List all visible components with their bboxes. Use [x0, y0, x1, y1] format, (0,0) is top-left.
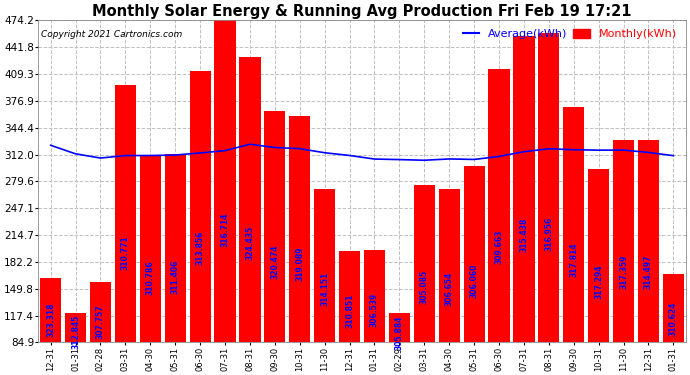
- Text: 319.089: 319.089: [295, 246, 304, 280]
- Text: 314.151: 314.151: [320, 272, 329, 306]
- Text: 305.884: 305.884: [395, 315, 404, 350]
- Text: 311.406: 311.406: [170, 259, 179, 294]
- Bar: [638, 140, 659, 375]
- Bar: [613, 140, 634, 375]
- Text: 324.435: 324.435: [246, 225, 255, 260]
- Bar: [314, 189, 335, 375]
- Text: 310.771: 310.771: [121, 235, 130, 270]
- Bar: [115, 85, 136, 375]
- Text: 306.539: 306.539: [370, 293, 379, 327]
- Bar: [40, 278, 61, 375]
- Text: 310.851: 310.851: [345, 293, 354, 328]
- Bar: [65, 314, 86, 375]
- Text: 316.956: 316.956: [544, 217, 553, 251]
- Bar: [90, 282, 111, 375]
- Bar: [190, 71, 210, 375]
- Bar: [215, 20, 235, 375]
- Text: 307.757: 307.757: [96, 304, 105, 339]
- Bar: [663, 274, 684, 375]
- Bar: [439, 189, 460, 375]
- Text: 315.438: 315.438: [520, 218, 529, 252]
- Bar: [239, 57, 261, 375]
- Text: 323.318: 323.318: [46, 303, 55, 337]
- Text: 312.845: 312.845: [71, 315, 80, 350]
- Bar: [489, 69, 510, 375]
- Text: 306.654: 306.654: [444, 272, 454, 306]
- Bar: [264, 111, 286, 375]
- Bar: [513, 36, 535, 375]
- Bar: [414, 185, 435, 375]
- Text: 317.814: 317.814: [569, 243, 578, 277]
- Text: 314.497: 314.497: [644, 254, 653, 289]
- Text: 317.294: 317.294: [594, 264, 603, 299]
- Bar: [289, 117, 311, 375]
- Text: 317.359: 317.359: [619, 254, 628, 289]
- Bar: [464, 166, 484, 375]
- Text: 309.663: 309.663: [495, 230, 504, 264]
- Text: 320.474: 320.474: [270, 244, 279, 279]
- Bar: [588, 169, 609, 375]
- Text: 316.714: 316.714: [221, 212, 230, 247]
- Bar: [388, 314, 410, 375]
- Bar: [339, 251, 360, 375]
- Title: Monthly Solar Energy & Running Avg Production Fri Feb 19 17:21: Monthly Solar Energy & Running Avg Produ…: [92, 4, 632, 19]
- Bar: [538, 33, 560, 375]
- Bar: [364, 251, 385, 375]
- Text: 305.085: 305.085: [420, 270, 428, 304]
- Legend: Average(kWh), Monthly(kWh): Average(kWh), Monthly(kWh): [460, 26, 680, 43]
- Bar: [563, 106, 584, 375]
- Text: 313.856: 313.856: [195, 230, 205, 265]
- Bar: [165, 154, 186, 375]
- Bar: [139, 156, 161, 375]
- Text: 310.786: 310.786: [146, 260, 155, 294]
- Text: 306.060: 306.060: [470, 264, 479, 298]
- Text: Copyright 2021 Cartronics.com: Copyright 2021 Cartronics.com: [41, 30, 183, 39]
- Text: 310.624: 310.624: [669, 301, 678, 336]
